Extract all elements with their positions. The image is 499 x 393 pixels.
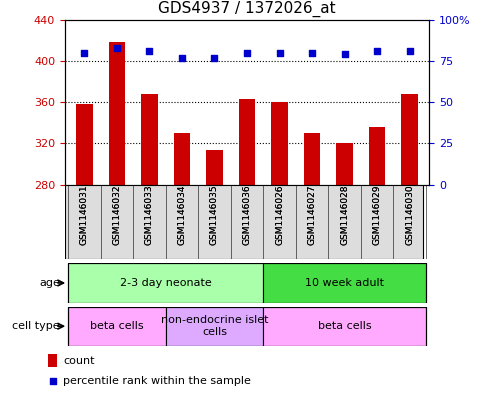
Title: GDS4937 / 1372026_at: GDS4937 / 1372026_at (158, 1, 336, 17)
Text: GSM1146029: GSM1146029 (373, 185, 382, 245)
Bar (166, 307, 263, 346)
Point (406, 48, 414, 54)
Text: GSM1146029: GSM1146029 (373, 185, 382, 245)
Text: count: count (63, 356, 95, 366)
Text: GSM1146031: GSM1146031 (80, 185, 89, 245)
Text: GSM1146035: GSM1146035 (210, 185, 219, 245)
Text: GSM1146030: GSM1146030 (405, 185, 414, 245)
Text: percentile rank within the sample: percentile rank within the sample (63, 376, 251, 386)
Text: GSM1146032: GSM1146032 (112, 185, 121, 245)
Text: GSM1146034: GSM1146034 (178, 185, 187, 245)
Point (211, 55, 219, 61)
Point (48, 378, 56, 384)
Point (373, 48, 381, 54)
Bar (402, 94, 418, 185)
Point (341, 51, 349, 57)
Text: non-endocrine islet
cells: non-endocrine islet cells (161, 316, 268, 337)
Text: GSM1146031: GSM1146031 (80, 185, 89, 245)
Text: beta cells: beta cells (90, 321, 144, 331)
Text: GSM1146028: GSM1146028 (340, 185, 349, 245)
Text: GSM1146027: GSM1146027 (307, 185, 316, 245)
Bar (271, 102, 287, 185)
Bar (68, 307, 166, 346)
Text: GSM1146032: GSM1146032 (112, 185, 121, 245)
Bar (76, 104, 92, 185)
Point (308, 50, 316, 56)
Point (113, 44, 121, 51)
Text: GSM1146036: GSM1146036 (243, 185, 251, 245)
Bar (48, 354, 57, 367)
Text: GSM1146034: GSM1146034 (178, 185, 187, 245)
Text: 10 week adult: 10 week adult (305, 278, 384, 288)
Point (275, 50, 283, 56)
Text: GSM1146033: GSM1146033 (145, 185, 154, 245)
Bar (141, 94, 158, 185)
Text: cell type: cell type (12, 321, 60, 331)
Text: GSM1146028: GSM1146028 (340, 185, 349, 245)
Bar (336, 143, 353, 185)
Text: GSM1146026: GSM1146026 (275, 185, 284, 245)
Bar (369, 127, 385, 185)
Bar (263, 307, 426, 346)
Point (145, 48, 153, 54)
Text: beta cells: beta cells (318, 321, 371, 331)
Bar (263, 263, 426, 303)
Bar (304, 133, 320, 185)
Text: GSM1146035: GSM1146035 (210, 185, 219, 245)
Bar (109, 42, 125, 185)
Bar (207, 150, 223, 185)
Text: GSM1146027: GSM1146027 (307, 185, 316, 245)
Point (243, 50, 251, 56)
Bar (239, 99, 255, 185)
Text: 2-3 day neonate: 2-3 day neonate (120, 278, 212, 288)
Text: age: age (39, 278, 60, 288)
Text: GSM1146030: GSM1146030 (405, 185, 414, 245)
Bar (68, 263, 263, 303)
Point (178, 55, 186, 61)
Text: GSM1146026: GSM1146026 (275, 185, 284, 245)
Bar (174, 133, 190, 185)
Text: GSM1146036: GSM1146036 (243, 185, 251, 245)
Text: GSM1146033: GSM1146033 (145, 185, 154, 245)
Point (80, 50, 88, 56)
